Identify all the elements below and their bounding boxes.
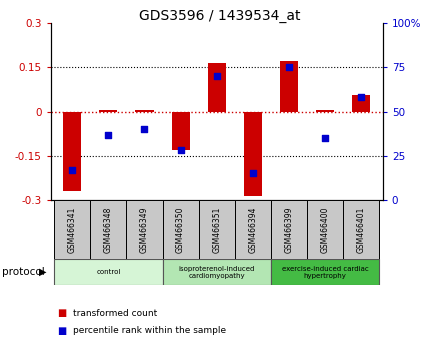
Bar [271,259,379,285]
Text: ▶: ▶ [39,267,47,277]
Text: GSM466394: GSM466394 [248,207,257,253]
Point [105,132,112,137]
Bar [162,259,271,285]
Text: GSM466401: GSM466401 [357,207,366,253]
Bar [208,63,226,112]
Text: ■: ■ [57,326,66,336]
Bar [198,200,235,260]
Bar [162,200,198,260]
Point [358,95,365,100]
Bar [280,61,298,112]
Text: GSM466341: GSM466341 [68,207,77,253]
Text: GSM466399: GSM466399 [284,207,293,253]
Point [249,171,257,176]
Point [213,73,220,79]
Point [69,167,76,173]
Bar [316,110,334,112]
Bar [307,200,343,260]
Text: GDS3596 / 1439534_at: GDS3596 / 1439534_at [139,9,301,23]
Bar [99,110,117,112]
Bar [54,200,90,260]
Text: GSM466350: GSM466350 [176,207,185,253]
Bar [63,112,81,191]
Bar [352,95,370,112]
Text: percentile rank within the sample: percentile rank within the sample [73,326,226,336]
Bar [235,200,271,260]
Point [177,148,184,153]
Bar [126,200,162,260]
Text: transformed count: transformed count [73,309,157,318]
Point [286,64,293,70]
Text: GSM466400: GSM466400 [320,207,330,253]
Point [322,135,329,141]
Bar [172,112,190,150]
Bar [54,259,162,285]
Text: control: control [96,269,121,275]
Bar [244,112,262,195]
Text: GSM466349: GSM466349 [140,207,149,253]
Bar [271,200,307,260]
Text: exercise-induced cardiac
hypertrophy: exercise-induced cardiac hypertrophy [282,266,368,279]
Point [141,126,148,132]
Text: isoproterenol-induced
cardiomyopathy: isoproterenol-induced cardiomyopathy [179,266,255,279]
Bar [90,200,126,260]
Text: protocol: protocol [2,267,45,277]
Text: GSM466348: GSM466348 [104,207,113,253]
Text: GSM466351: GSM466351 [212,207,221,253]
Bar [136,110,154,112]
Bar [343,200,379,260]
Text: ■: ■ [57,308,66,318]
